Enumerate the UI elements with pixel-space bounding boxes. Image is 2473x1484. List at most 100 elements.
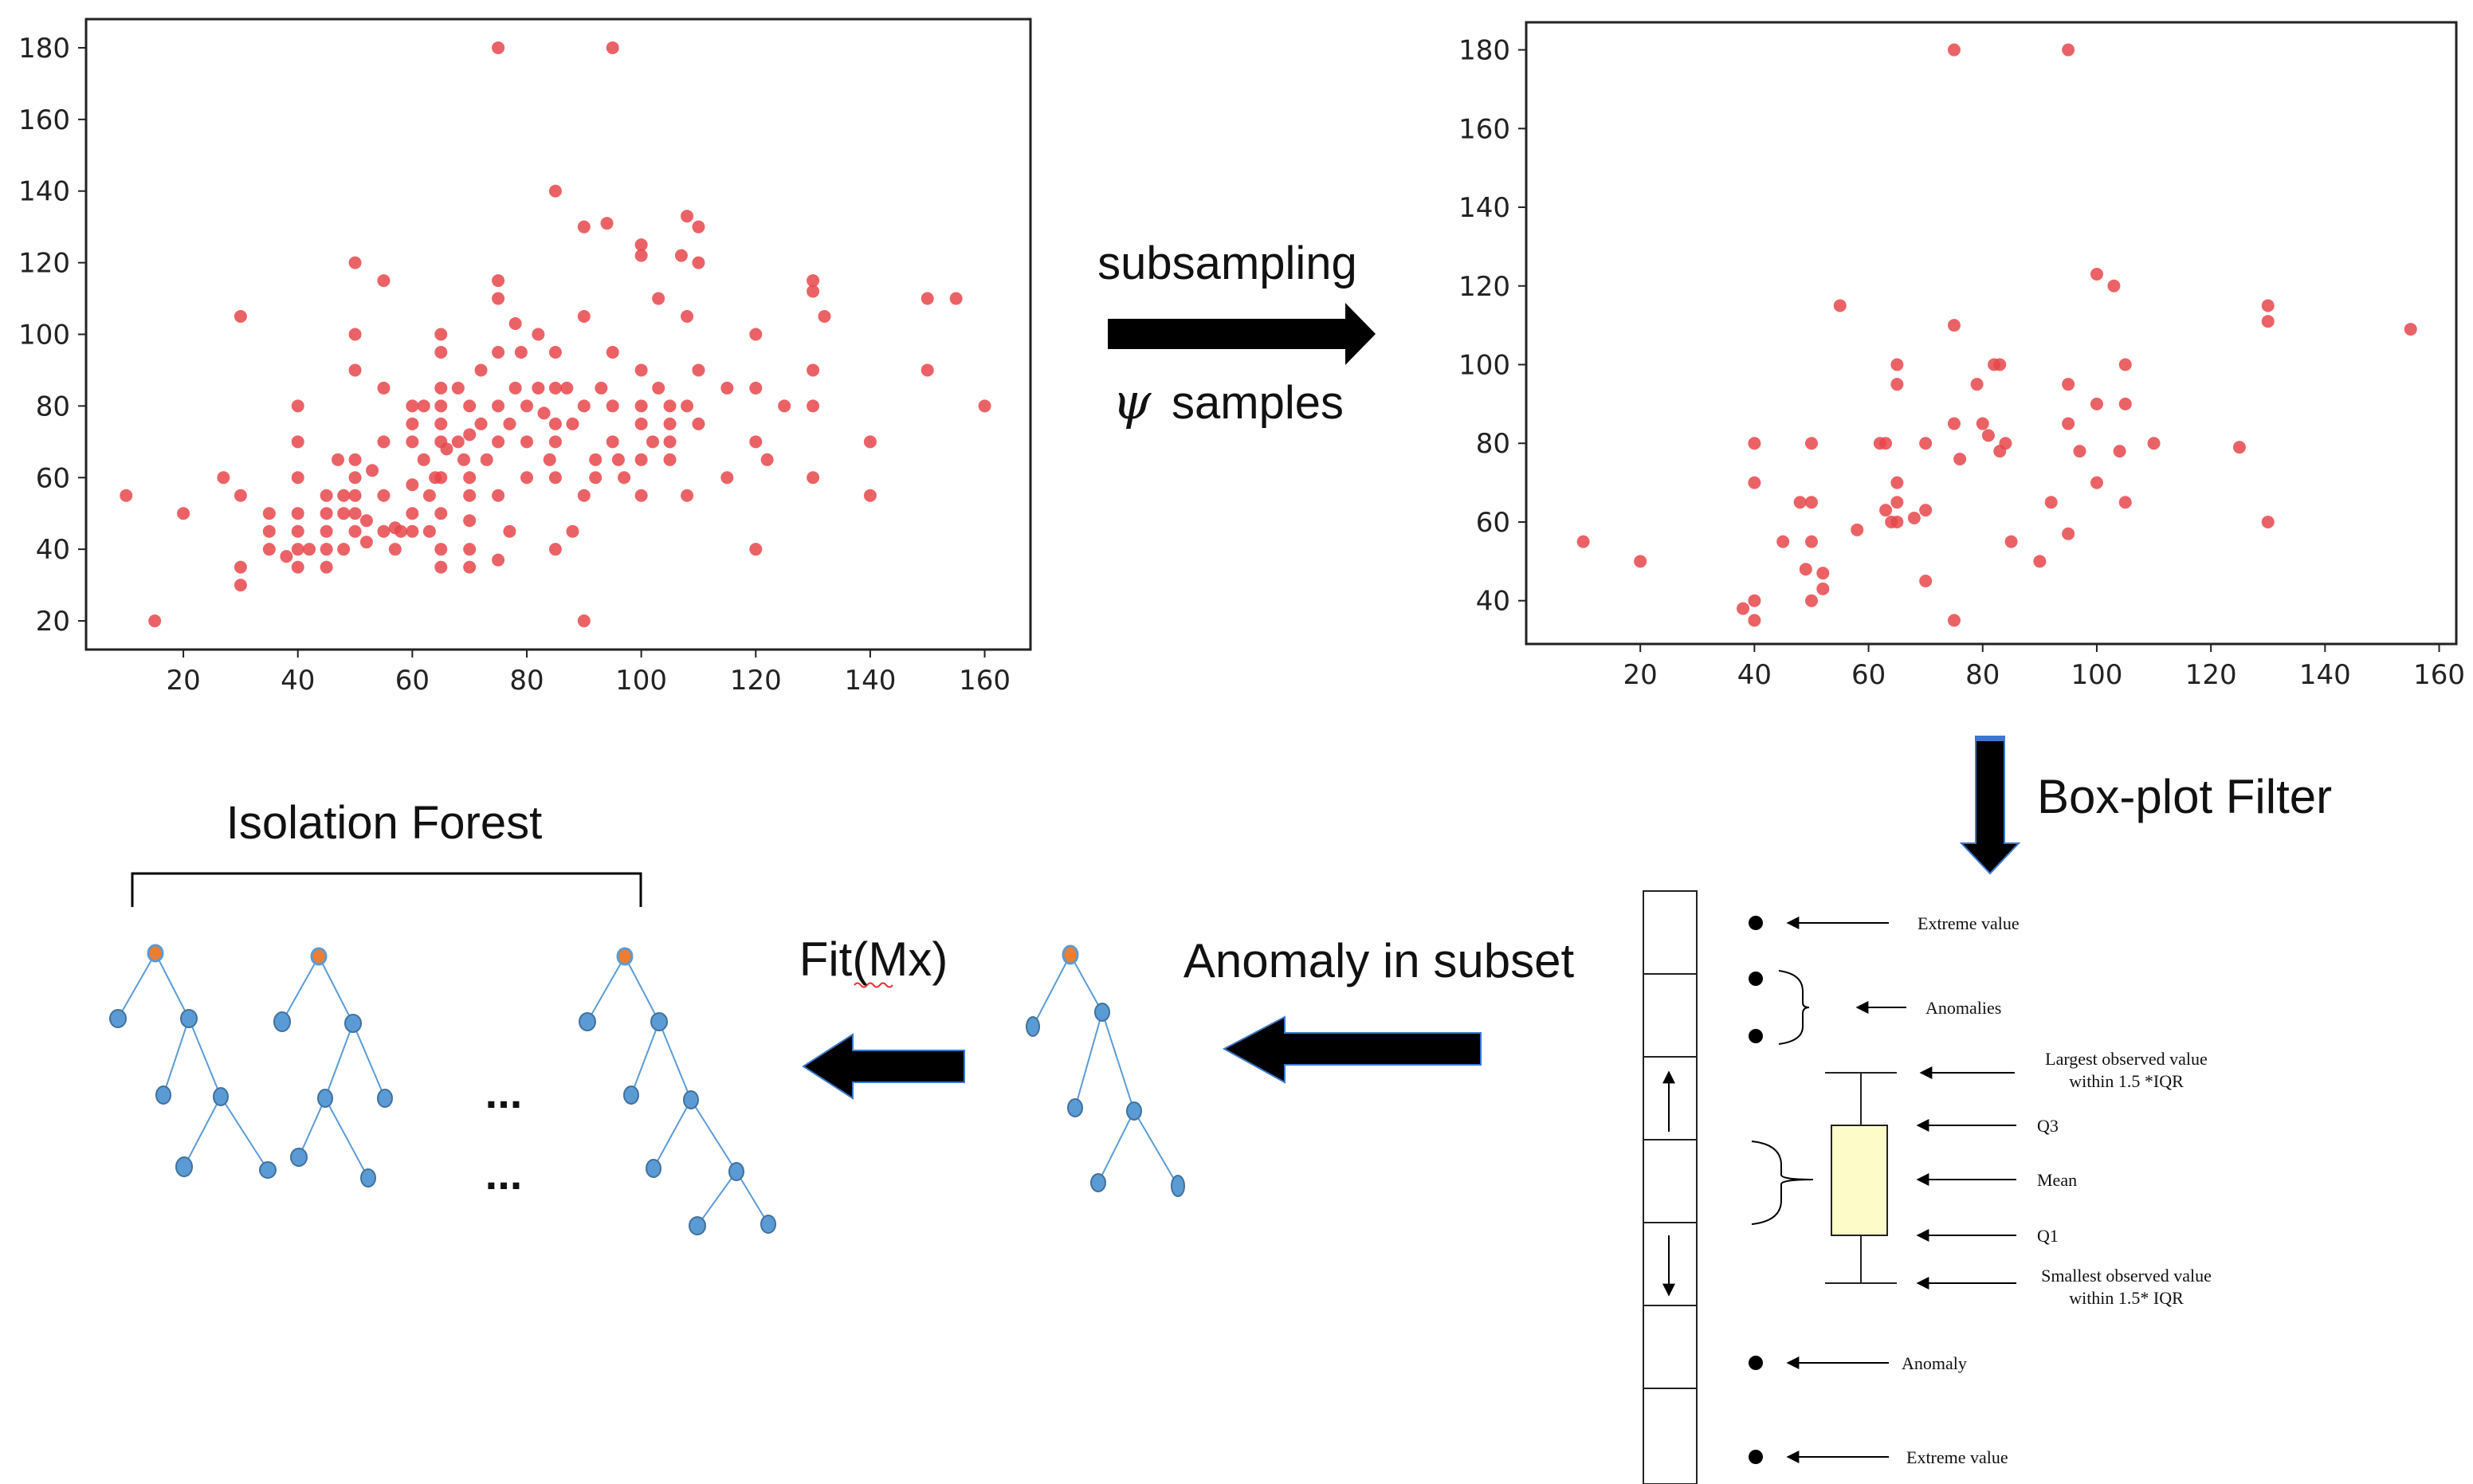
scatter-point	[434, 417, 448, 430]
scatter-point	[291, 435, 304, 449]
scatter-point	[548, 471, 562, 485]
extreme-value-dot	[1749, 916, 1763, 930]
scatter-point	[348, 453, 362, 466]
x-tick-label: 140	[844, 665, 896, 697]
x-tick-label: 120	[730, 665, 782, 697]
scatter-point	[406, 435, 419, 449]
extreme-value-bottom-label: Extreme value	[1906, 1447, 2008, 1467]
scatter-point	[606, 345, 619, 359]
tree-edge	[220, 1096, 269, 1171]
anomalies-brace	[1778, 970, 1810, 1045]
scatter-point	[434, 560, 448, 574]
scatter-point	[2261, 315, 2275, 328]
y-tick-label: 80	[36, 391, 70, 422]
scatter-point	[262, 524, 276, 538]
x-tick-label: 160	[959, 665, 1011, 697]
scatter-point	[1947, 319, 1961, 332]
scatter-point	[1890, 358, 1904, 371]
scatter-point	[1634, 555, 1647, 568]
scatter-point	[1833, 299, 1847, 312]
tree-edge	[163, 1018, 190, 1096]
scatter-point	[234, 489, 247, 502]
scatter-point	[508, 317, 522, 331]
scatter-point	[1947, 43, 1961, 57]
scatter-point	[280, 550, 293, 563]
tree-node	[689, 1216, 706, 1235]
scatter-point	[807, 285, 820, 298]
scatter-point	[492, 345, 505, 359]
scatter-point	[1947, 417, 1961, 430]
scatter-point	[646, 435, 659, 449]
scatter-point	[978, 399, 991, 413]
scatter-point	[434, 471, 448, 485]
tree-node	[344, 1014, 362, 1033]
scatter-point	[291, 471, 304, 485]
scatter-point	[2004, 535, 2018, 548]
tree-node	[317, 1089, 333, 1108]
scatter-point	[348, 507, 362, 520]
tree-edge	[324, 1097, 369, 1179]
tree-edge	[1133, 1110, 1179, 1187]
scatter-point	[377, 489, 391, 502]
tree-edge	[298, 1097, 326, 1158]
scatter-point	[120, 489, 133, 502]
scatter-point	[807, 363, 820, 377]
y-tick-label: 80	[1476, 428, 1510, 460]
tree-node	[180, 1009, 198, 1028]
scatter-point	[474, 417, 488, 430]
psi-symbol: ψ	[1113, 372, 1152, 430]
scatter-point	[577, 220, 591, 234]
chart2-frame	[1525, 21, 2458, 646]
tree-node	[650, 1012, 668, 1031]
scatter-point	[692, 220, 705, 234]
tree-node	[290, 1148, 308, 1167]
scatter-point	[406, 399, 419, 413]
scatter-point	[492, 274, 505, 288]
boxplot-scale-column	[1643, 890, 1698, 1484]
scatter-point	[2033, 555, 2047, 568]
scatter-point	[422, 489, 436, 502]
scatter-point	[2113, 445, 2126, 458]
scatter-point	[606, 41, 619, 54]
scatter-point	[749, 328, 763, 341]
scatter-point	[589, 471, 603, 485]
scatter-point	[634, 238, 648, 252]
scatter-point	[463, 471, 477, 485]
scatter-point	[681, 210, 694, 223]
y-tick-label: 120	[18, 248, 70, 280]
forest-tree-1	[109, 944, 277, 1179]
y-tick-label: 140	[1458, 192, 1510, 224]
scatter-point	[377, 274, 391, 288]
scatter-point	[348, 256, 362, 269]
tree-node	[155, 1086, 171, 1105]
scatter-point	[652, 381, 665, 395]
scatter-point	[440, 442, 453, 456]
scatter-point	[720, 471, 734, 485]
x-tick-label: 20	[166, 665, 200, 697]
tree-node	[579, 1012, 596, 1031]
tree-node	[1094, 1003, 1110, 1022]
scatter-point	[548, 345, 562, 359]
scatter-point	[2118, 358, 2132, 371]
scatter-point	[692, 256, 705, 269]
scatter-point	[560, 381, 574, 395]
scatter-point	[291, 399, 304, 413]
scatter-point	[2090, 476, 2103, 489]
scatter-point	[692, 417, 705, 430]
scatter-point	[577, 614, 591, 628]
scatter-point	[663, 417, 677, 430]
full-data-scatter-chart: 20 40 60 80 100 120 140 160 180 20 40 60 80 100 120 14…	[18, 18, 1032, 697]
x-tick-label: 100	[615, 665, 667, 697]
y-tick-label: 160	[18, 104, 70, 136]
scatter-point	[618, 471, 631, 485]
scatter-point	[1890, 515, 1904, 528]
q3-label: Q3	[2037, 1116, 2059, 1136]
tree-node	[175, 1156, 193, 1177]
extreme-value-top-label: Extreme value	[1918, 913, 2020, 933]
anomaly-dot	[1749, 1356, 1763, 1370]
scatter-point	[634, 363, 648, 377]
tree-node	[1090, 1173, 1106, 1192]
samples-label: samples	[1172, 377, 1344, 429]
scatter-point	[600, 217, 614, 230]
scatter-point	[532, 381, 545, 395]
